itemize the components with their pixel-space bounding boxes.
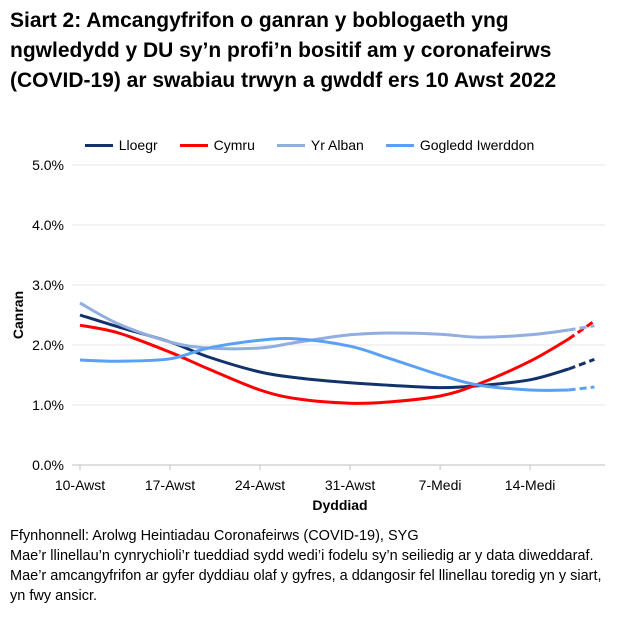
x-tick-label: 24-Awst	[235, 477, 285, 493]
legend-item: Gogledd Iwerddon	[385, 137, 535, 153]
y-tick-label: 0.0%	[32, 457, 64, 473]
x-tick-label: 31-Awst	[325, 477, 375, 493]
x-axis-title: Dyddiad	[312, 497, 367, 513]
legend-swatch	[276, 143, 305, 147]
legend-label: Lloegr	[118, 137, 158, 153]
x-tick-label: 7-Medi	[419, 477, 462, 493]
legend-label: Gogledd Iwerddon	[419, 137, 535, 153]
y-tick-label: 3.0%	[32, 277, 64, 293]
legend-swatch	[385, 143, 414, 147]
legend-item: Cymru	[179, 137, 255, 153]
legend-swatch	[179, 143, 208, 147]
y-tick-label: 5.0%	[32, 157, 64, 173]
x-tick-label: 17-Awst	[145, 477, 195, 493]
chart-title: Siart 2: Amcangyfrifon o ganran y boblog…	[10, 9, 557, 92]
y-tick-label: 4.0%	[32, 217, 64, 233]
series-dashed-line-2	[568, 324, 595, 332]
legend-item: Lloegr	[84, 137, 158, 153]
source-text: Ffynhonnell: Arolwg Heintiadau Coronafei…	[10, 528, 419, 544]
x-tick-label: 10-Awst	[55, 477, 105, 493]
y-tick-label: 2.0%	[32, 337, 64, 353]
legend: Lloegr Cymru Yr Alban Gogledd Iwerddon	[0, 137, 619, 153]
series-line-3	[79, 337, 569, 392]
legend-label: Yr Alban	[310, 137, 364, 153]
y-tick-label: 1.0%	[32, 397, 64, 413]
note-text: Mae’r llinellau’n cynrychioli’r tueddiad…	[10, 548, 602, 604]
series-dashed-line-1	[567, 319, 596, 341]
footer: Ffynhonnell: Arolwg Heintiadau Coronafei…	[10, 526, 610, 606]
legend-swatch	[84, 143, 113, 147]
series-dashed-line-0	[568, 357, 595, 371]
series-line-1	[79, 323, 570, 405]
legend-label: Cymru	[213, 137, 255, 153]
y-axis-title: Canran	[10, 291, 26, 339]
legend-item: Yr Alban	[276, 137, 364, 153]
series-line-2	[79, 301, 569, 351]
x-tick-label: 14-Medi	[505, 477, 556, 493]
series-dashed-line-3	[568, 385, 595, 392]
